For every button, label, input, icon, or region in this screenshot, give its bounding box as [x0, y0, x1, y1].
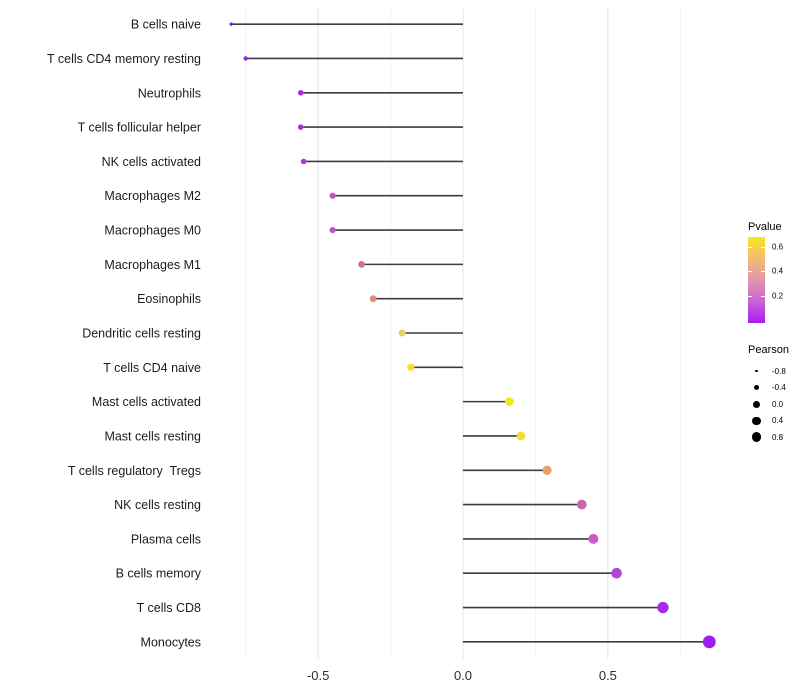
lollipop-point [369, 295, 377, 303]
pearson-legend-item: 0.8 [748, 429, 783, 446]
category-label: NK cells resting [114, 498, 201, 512]
lollipop-point [358, 260, 365, 268]
colorbar-tick-mark [761, 246, 765, 248]
pvalue-tick-label: 0.6 [772, 242, 784, 252]
category-label: B cells naive [131, 18, 201, 32]
category-label: NK cells activated [102, 155, 201, 169]
size-dot-box [748, 432, 765, 443]
category-label: Plasma cells [131, 532, 201, 546]
pearson-legend-item: -0.8 [748, 363, 786, 380]
category-label: T cells CD4 memory resting [47, 52, 201, 66]
category-label: Eosinophils [137, 292, 201, 306]
pvalue-colorbar [748, 237, 765, 323]
pearson-size-label: 0.8 [772, 432, 784, 442]
lollipop-point [504, 397, 514, 407]
lollipop-point [702, 635, 716, 649]
lollipop-point [542, 465, 552, 475]
pearson-size-label: -0.8 [772, 366, 786, 376]
pearson-size-label: -0.4 [772, 383, 786, 393]
size-dot-icon [751, 432, 762, 443]
category-label: Macrophages M1 [104, 258, 201, 272]
lollipop-point [300, 158, 307, 165]
pearson-legend-item: -0.4 [748, 379, 786, 396]
size-dot-icon [753, 400, 760, 408]
lollipop-point [297, 124, 304, 130]
lollipop-point [329, 192, 336, 199]
size-dot-box [748, 400, 765, 408]
size-dot-icon [752, 416, 761, 425]
category-label: Dendritic cells resting [82, 327, 201, 341]
lollipop-point [398, 329, 406, 337]
colorbar-tick-mark [748, 270, 752, 272]
size-dot-icon [755, 369, 758, 373]
x-tick-label: -0.5 [307, 668, 329, 683]
pearson-legend-title: Pearson [748, 344, 789, 356]
category-label: Mast cells activated [92, 395, 201, 409]
category-label: Macrophages M2 [104, 189, 201, 203]
size-dot-box [748, 369, 765, 373]
x-tick-label: 0.5 [599, 668, 617, 683]
colorbar-tick-mark [748, 246, 752, 248]
lollipop-point [407, 363, 415, 371]
lollipop-point [576, 499, 587, 510]
category-label: Neutrophils [138, 86, 201, 100]
category-label: B cells memory [116, 567, 202, 581]
pearson-legend-item: 0.0 [748, 396, 783, 413]
pvalue-legend-title: Pvalue [748, 221, 782, 233]
colorbar-tick-mark [761, 295, 765, 297]
pearson-legend-item: 0.4 [748, 412, 783, 429]
lollipop-point [516, 431, 526, 441]
category-label: Mast cells resting [104, 429, 201, 443]
lollipop-point [657, 601, 669, 614]
category-label: Macrophages M0 [104, 224, 201, 238]
lollipop-point [329, 226, 336, 234]
colorbar-tick-mark [761, 270, 765, 272]
x-tick-label: 0.0 [454, 668, 472, 683]
category-label: T cells CD4 naive [103, 361, 201, 375]
size-dot-box [748, 384, 765, 391]
pearson-size-label: 0.0 [772, 399, 784, 409]
category-label: T cells follicular helper [78, 121, 201, 135]
pearson-size-label: 0.4 [772, 416, 784, 426]
category-label: Monocytes [141, 635, 201, 649]
lollipop-point [588, 533, 599, 544]
pvalue-tick-label: 0.4 [772, 266, 784, 276]
lollipop-point [229, 22, 233, 26]
category-label: T cells CD8 [137, 601, 201, 615]
lollipop-point [297, 89, 304, 96]
lollipop-point [611, 567, 622, 579]
colorbar-tick-mark [748, 295, 752, 297]
category-label: T cells regulatory Tregs [68, 464, 201, 478]
lollipop-point [243, 56, 248, 61]
size-dot-icon [753, 384, 760, 391]
pvalue-tick-label: 0.2 [772, 291, 784, 301]
size-dot-box [748, 416, 765, 425]
